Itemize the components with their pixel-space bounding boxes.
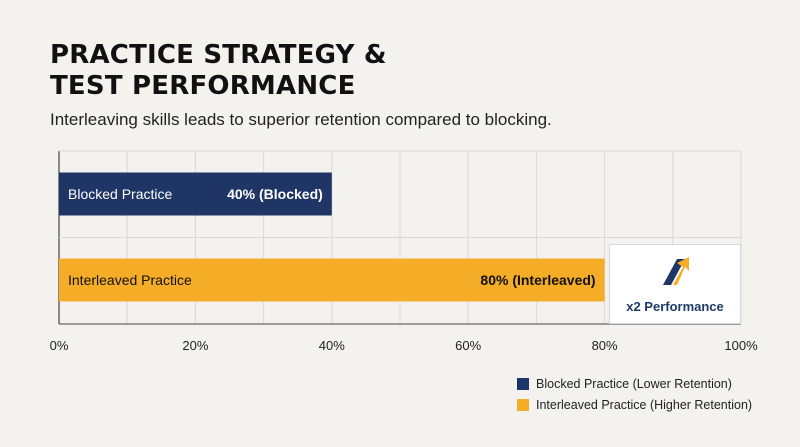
bar-category-label: Blocked Practice bbox=[68, 186, 172, 202]
legend-item-interleaved: Interleaved Practice (Higher Retention) bbox=[517, 394, 752, 415]
legend-item-blocked: Blocked Practice (Lower Retention) bbox=[517, 373, 752, 394]
x-tick-label: 0% bbox=[50, 338, 69, 353]
bar-category-label: Interleaved Practice bbox=[68, 272, 192, 288]
x-tick-label: 20% bbox=[182, 338, 208, 353]
bar-value-label: 40% (Blocked) bbox=[227, 186, 323, 202]
bar-value-label: 80% (Interleaved) bbox=[480, 272, 595, 288]
chart-subtitle: Interleaving skills leads to superior re… bbox=[50, 110, 552, 129]
title-line-2: TEST PERFORMANCE bbox=[50, 71, 356, 101]
x-tick-label: 60% bbox=[455, 338, 481, 353]
bar-blocked bbox=[59, 172, 332, 216]
x-tick-label: 100% bbox=[724, 338, 758, 353]
legend-swatch-blocked bbox=[517, 377, 529, 390]
legend-swatch-interleaved bbox=[517, 398, 529, 411]
x-tick-label: 40% bbox=[319, 338, 345, 353]
upward-arrow-icon bbox=[663, 257, 689, 285]
legend-label-blocked: Blocked Practice (Lower Retention) bbox=[536, 376, 732, 391]
x-tick-label: 80% bbox=[592, 338, 618, 353]
legend-label-interleaved: Interleaved Practice (Higher Retention) bbox=[536, 397, 753, 412]
title-line-1: PRACTICE STRATEGY & bbox=[50, 40, 387, 70]
bar-interleaved bbox=[59, 258, 605, 302]
chart-title: PRACTICE STRATEGY & TEST PERFORMANCE bbox=[50, 40, 387, 102]
logo: x2 Performance bbox=[609, 244, 741, 324]
logo-text: x2 Performance bbox=[626, 299, 724, 314]
legend: Blocked Practice (Lower Retention) Inter… bbox=[517, 373, 752, 415]
